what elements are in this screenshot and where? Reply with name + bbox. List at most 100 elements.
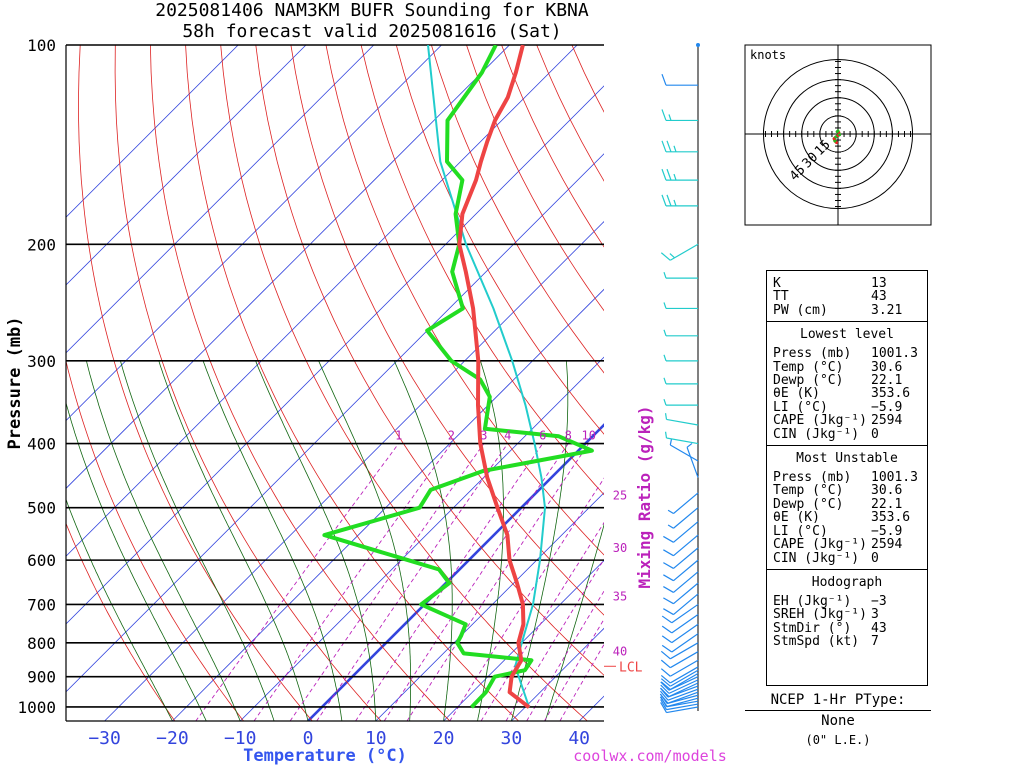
barb-flag xyxy=(660,674,671,684)
barb-flag xyxy=(666,194,672,207)
barb-flag xyxy=(660,684,670,694)
dry-adiabat-line xyxy=(958,45,1024,721)
skewt-background-lines xyxy=(66,45,1024,721)
temperature-tick-label: 40 xyxy=(568,728,590,749)
barb-flag xyxy=(661,168,667,181)
barb-shaft xyxy=(673,582,699,605)
barb-flag xyxy=(661,644,673,653)
mixing-ratio-line xyxy=(526,590,604,721)
dry-adiabat-line xyxy=(255,45,604,676)
barb-flag xyxy=(661,615,673,624)
stat-key: SREH (Jkg⁻¹) xyxy=(773,607,867,623)
barb-shaft xyxy=(673,507,699,529)
wind-barb xyxy=(663,547,699,569)
temperature-tick-label: 10 xyxy=(365,728,387,749)
stat-key: Press (mb) xyxy=(773,346,852,362)
section-header: Hodograph xyxy=(811,574,883,590)
wind-barb xyxy=(660,642,699,660)
section-header: Most Unstable xyxy=(796,451,898,467)
wind-barb-column xyxy=(659,43,700,714)
stat-key: Dewp (°C) xyxy=(773,496,844,512)
dry-adiabat-line xyxy=(220,45,588,721)
barb-shaft xyxy=(673,547,699,569)
footer-credit: coolwx.com/models xyxy=(573,747,727,765)
barb-flag xyxy=(661,194,667,207)
barb-shaft xyxy=(686,447,699,478)
barb-shaft xyxy=(669,659,699,677)
wind-barb xyxy=(661,168,698,181)
pressure-tick-label: 600 xyxy=(27,551,56,570)
dry-adiabat-line xyxy=(66,522,176,721)
barb-shaft xyxy=(667,691,699,704)
stat-key: CIN (Jkg⁻¹) xyxy=(773,426,860,442)
stat-value: 2594 xyxy=(871,413,903,429)
mixing-ratio-line xyxy=(383,443,569,721)
pressure-tick-label: 900 xyxy=(27,668,56,687)
barb-half-flag xyxy=(668,114,672,121)
stat-key: TT xyxy=(773,289,789,305)
mixing-ratio-label: 35 xyxy=(613,590,627,604)
stat-key: StmDir (°) xyxy=(773,620,852,636)
stat-value: 13 xyxy=(871,276,887,291)
wind-barb xyxy=(669,438,699,462)
pressure-tick-label: 200 xyxy=(27,235,56,254)
chart-title-line2: 58h forecast valid 2025081616 (Sat) xyxy=(182,21,561,42)
barb-flag xyxy=(661,625,673,634)
barb-shaft xyxy=(669,651,699,669)
stat-row: TT 43 xyxy=(767,289,927,305)
stat-row: Press (mb) 1001.3 xyxy=(767,471,927,485)
barb-flag xyxy=(661,73,667,86)
barb-shaft xyxy=(669,672,699,690)
stat-key: CAPE (Jkg⁻¹) xyxy=(773,413,867,429)
section-header: Lowest level xyxy=(800,327,894,343)
dry-adiabat-line xyxy=(395,45,604,435)
stat-value: 2594 xyxy=(871,537,903,553)
barb-shaft xyxy=(673,534,699,557)
moist-adiabat-line xyxy=(544,523,604,721)
barb-shaft xyxy=(673,521,699,543)
wind-barb xyxy=(661,623,699,644)
barb-flag xyxy=(661,109,667,121)
barb-half-flag xyxy=(669,253,676,259)
wind-barb xyxy=(661,603,699,624)
wind-barb xyxy=(660,679,699,694)
barb-shaft xyxy=(669,642,699,660)
stat-value: −5.9 xyxy=(871,399,903,415)
stat-value: 43 xyxy=(871,620,887,636)
stat-row: CIN (Jkg⁻¹) 0 xyxy=(767,426,927,442)
stat-value: 1001.3 xyxy=(871,346,918,362)
wind-barb xyxy=(663,571,699,593)
stat-value: 7 xyxy=(871,634,879,650)
stat-key: Dewp (°C) xyxy=(773,373,844,389)
dry-adiabat-line xyxy=(993,45,1024,721)
barb-shaft xyxy=(668,682,699,698)
barb-flag xyxy=(663,608,674,616)
wind-barb xyxy=(660,682,699,698)
moist-adiabat-line xyxy=(202,360,343,721)
mixing-ratio-label: 1 xyxy=(395,429,402,443)
wind-barb xyxy=(661,73,698,86)
moist-adiabat-line xyxy=(393,360,453,721)
barb-shaft xyxy=(669,444,699,462)
wind-barb xyxy=(660,659,699,677)
wind-barb xyxy=(661,140,698,153)
dry-adiabat-line xyxy=(78,45,313,721)
y-axis-title: Pressure (mb) xyxy=(5,316,25,449)
stat-row: Temp (°C) 30.6 xyxy=(767,360,927,374)
barb-half-flag xyxy=(667,524,674,529)
mixing-ratio-label: 6 xyxy=(539,429,546,443)
wind-barb xyxy=(686,442,699,478)
barb-half-flag xyxy=(673,199,677,207)
stat-row: K 13 xyxy=(767,276,927,291)
calm-marker xyxy=(696,43,700,47)
stat-key: θE (K) xyxy=(773,386,820,402)
mixing-ratio-line xyxy=(406,443,590,721)
barb-half-flag xyxy=(664,431,668,439)
wind-barb xyxy=(663,302,698,310)
stat-key: CIN (Jkg⁻¹) xyxy=(773,550,860,566)
barb-shaft xyxy=(666,703,699,711)
barb-flag xyxy=(663,549,674,557)
mixing-ratio-label: 25 xyxy=(613,489,627,503)
wind-barb xyxy=(663,582,699,605)
barb-flag xyxy=(660,687,670,697)
